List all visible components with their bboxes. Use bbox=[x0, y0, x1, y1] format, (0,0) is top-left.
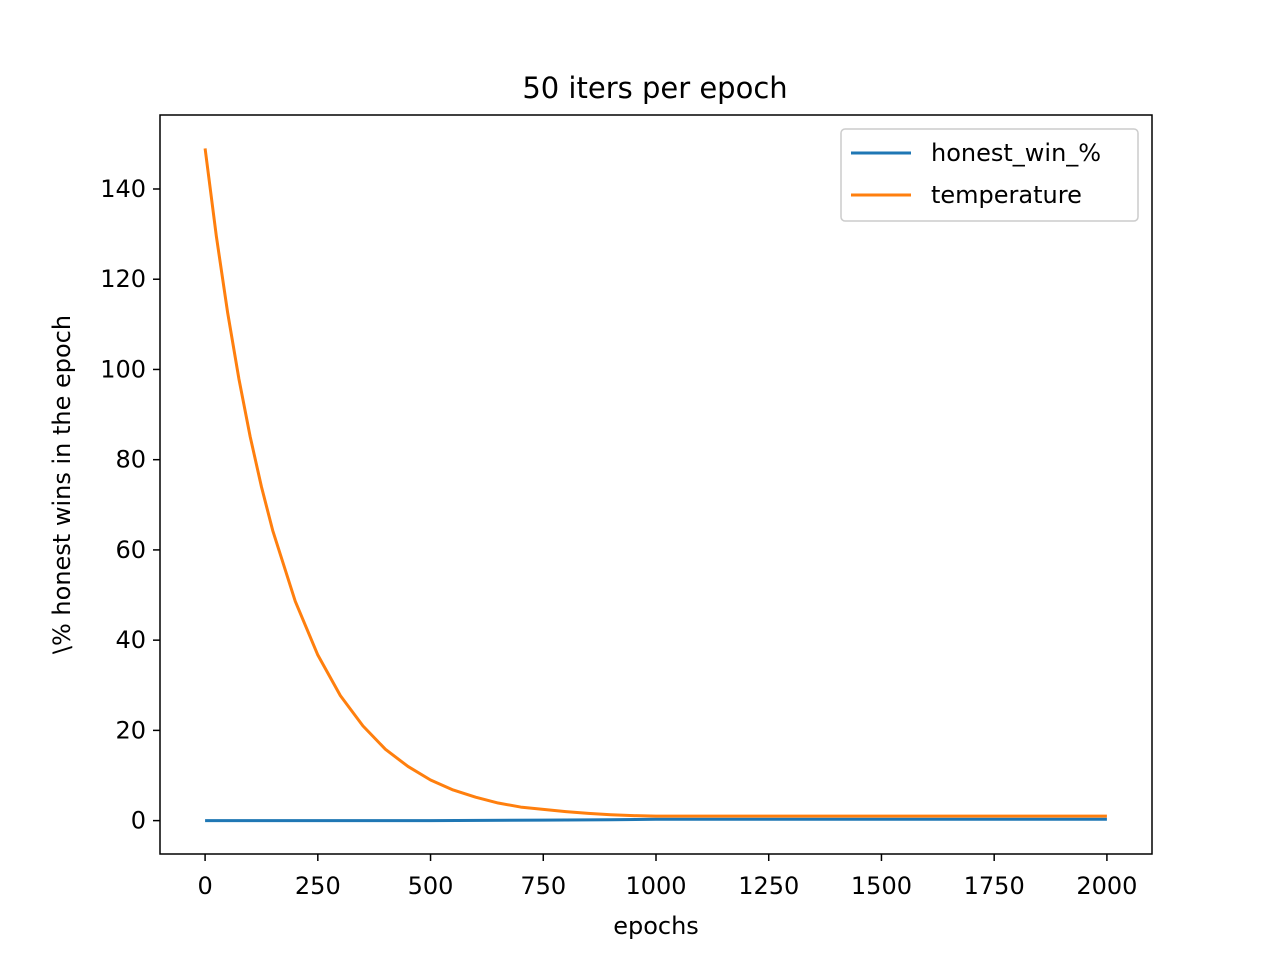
y-tick-label: 120 bbox=[100, 265, 146, 293]
x-tick-label: 1250 bbox=[738, 872, 799, 900]
legend: honest_win_% temperature bbox=[840, 128, 1139, 222]
y-tick-label: 80 bbox=[115, 446, 146, 474]
y-tick-label: 60 bbox=[115, 536, 146, 564]
x-tick-label: 500 bbox=[408, 872, 454, 900]
plot-frame bbox=[159, 114, 1153, 855]
legend-box bbox=[840, 128, 1139, 222]
y-tick-label: 100 bbox=[100, 355, 146, 383]
x-tick-label: 1500 bbox=[851, 872, 912, 900]
series-line-honest-win bbox=[205, 817, 1107, 823]
y-tick-label: 40 bbox=[115, 626, 146, 654]
chart-title: 50 iters per epoch bbox=[522, 71, 787, 105]
series-line-temperature bbox=[203, 148, 1107, 818]
x-tick-label: 1750 bbox=[964, 872, 1025, 900]
y-axis-ticks: 0 20 40 60 80 100 120 140 bbox=[100, 175, 160, 835]
y-tick-label: 0 bbox=[131, 807, 146, 835]
legend-label-temperature: temperature bbox=[931, 181, 1082, 209]
y-axis-label: \% honest wins in the epoch bbox=[48, 315, 76, 654]
x-tick-label: 1000 bbox=[625, 872, 686, 900]
legend-label-honest-win: honest_win_% bbox=[931, 139, 1101, 167]
x-tick-label: 0 bbox=[197, 872, 212, 900]
y-tick-label: 140 bbox=[100, 175, 146, 203]
y-tick-label: 20 bbox=[115, 716, 146, 744]
x-axis-ticks: 0 250 500 750 1000 1250 1500 1750 2000 bbox=[197, 854, 1137, 900]
x-tick-label: 2000 bbox=[1076, 872, 1137, 900]
x-tick-label: 750 bbox=[520, 872, 566, 900]
x-tick-label: 250 bbox=[295, 872, 341, 900]
x-axis-label: epochs bbox=[613, 912, 699, 940]
